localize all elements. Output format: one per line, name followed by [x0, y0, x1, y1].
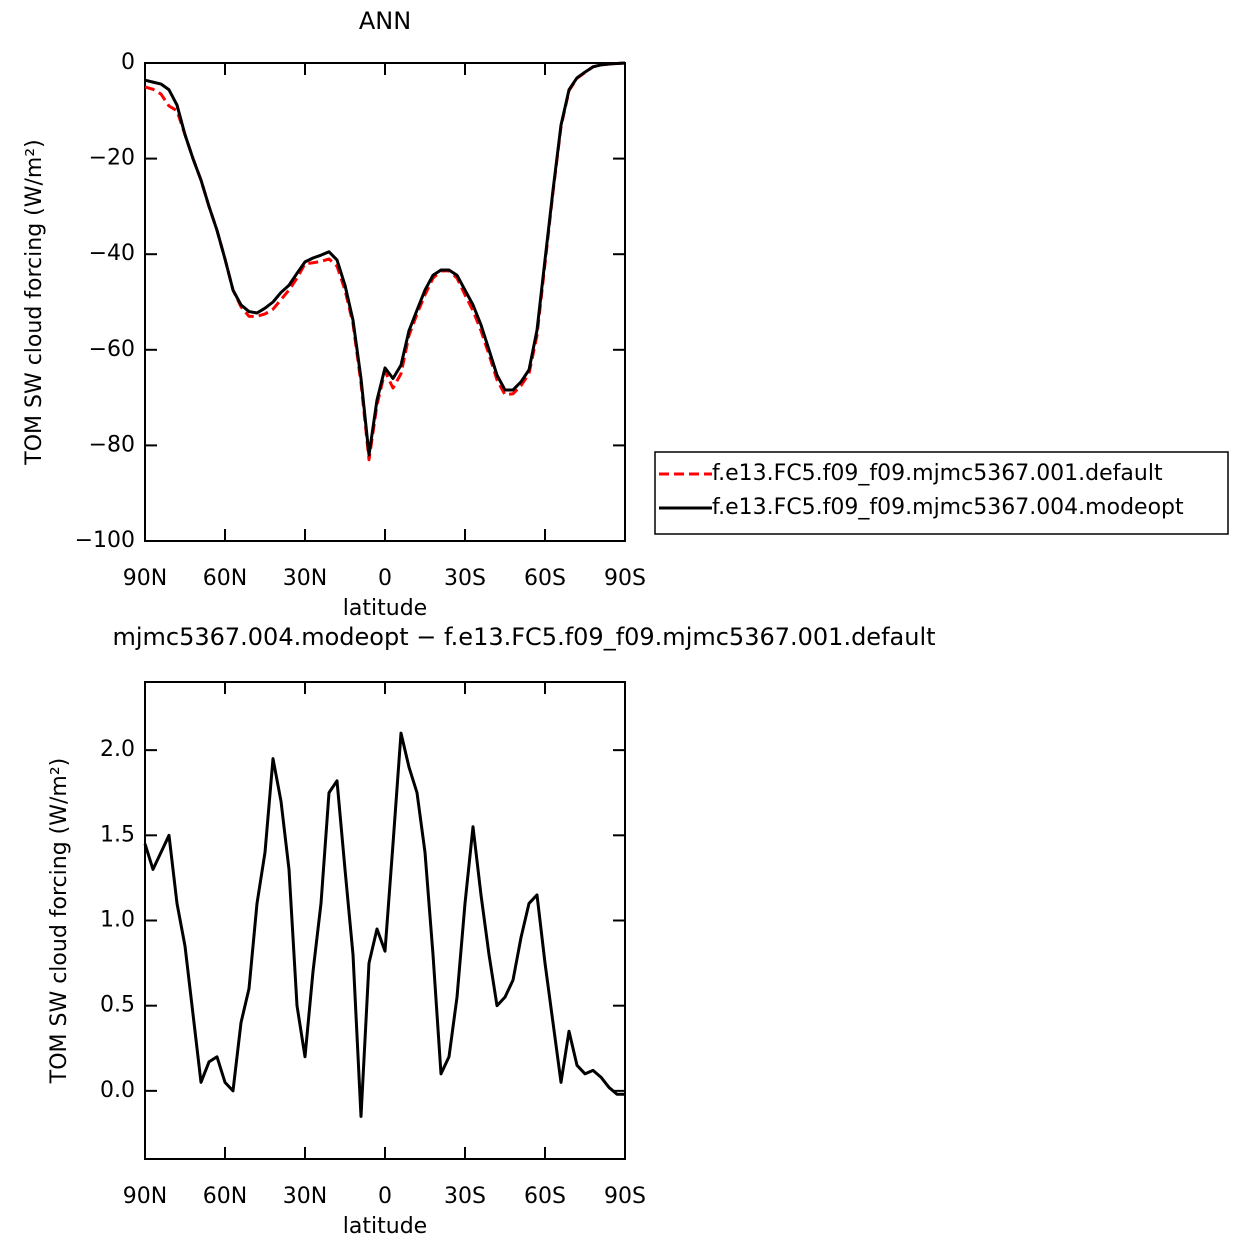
y-tick-label: 0.0 [100, 1078, 135, 1103]
y-axis-label: TOM SW cloud forcing (W/m²) [22, 139, 47, 465]
y-axis-label: TOM SW cloud forcing (W/m²) [47, 758, 72, 1084]
x-tick-label: 30N [283, 566, 327, 591]
x-tick-label: 90S [604, 1184, 646, 1209]
y-tick-label: −40 [89, 241, 135, 266]
x-tick-label: 30S [444, 1184, 486, 1209]
legend-label: f.e13.FC5.f09_f09.mjmc5367.004.modeopt [712, 495, 1184, 520]
x-axis-label: latitude [343, 596, 427, 621]
x-tick-label: 90N [123, 1184, 167, 1209]
x-tick-label: 30S [444, 566, 486, 591]
legend-label: f.e13.FC5.f09_f09.mjmc5367.001.default [712, 461, 1163, 486]
plot-frame [144, 681, 626, 1160]
data-line [144, 61, 626, 462]
y-tick-label: −80 [89, 432, 135, 457]
chart-title: mjmc5367.004.modeopt − f.e13.FC5.f09_f09… [112, 623, 935, 651]
x-tick-label: 30N [283, 1184, 327, 1209]
data-line [144, 61, 626, 457]
x-axis-label: latitude [343, 1214, 427, 1239]
x-tick-label: 90N [123, 566, 167, 591]
y-tick-label: −100 [75, 528, 135, 553]
x-tick-label: 60N [203, 566, 247, 591]
x-tick-label: 60S [524, 1184, 566, 1209]
y-tick-label: 1.5 [100, 822, 135, 847]
y-tick-label: −60 [89, 337, 135, 362]
x-tick-label: 0 [378, 566, 392, 591]
chart-title: ANN [359, 7, 411, 35]
x-tick-label: 60S [524, 566, 566, 591]
y-tick-label: 2.0 [100, 737, 135, 762]
x-tick-label: 60N [203, 1184, 247, 1209]
y-tick-label: 0.5 [100, 993, 135, 1018]
x-tick-label: 90S [604, 566, 646, 591]
y-tick-label: 1.0 [100, 908, 135, 933]
legend-box [654, 451, 1229, 535]
plot-frame [144, 62, 626, 542]
data-line [143, 731, 625, 1118]
y-tick-label: −20 [89, 146, 135, 171]
x-tick-label: 0 [378, 1184, 392, 1209]
y-tick-label: 0 [121, 50, 135, 75]
